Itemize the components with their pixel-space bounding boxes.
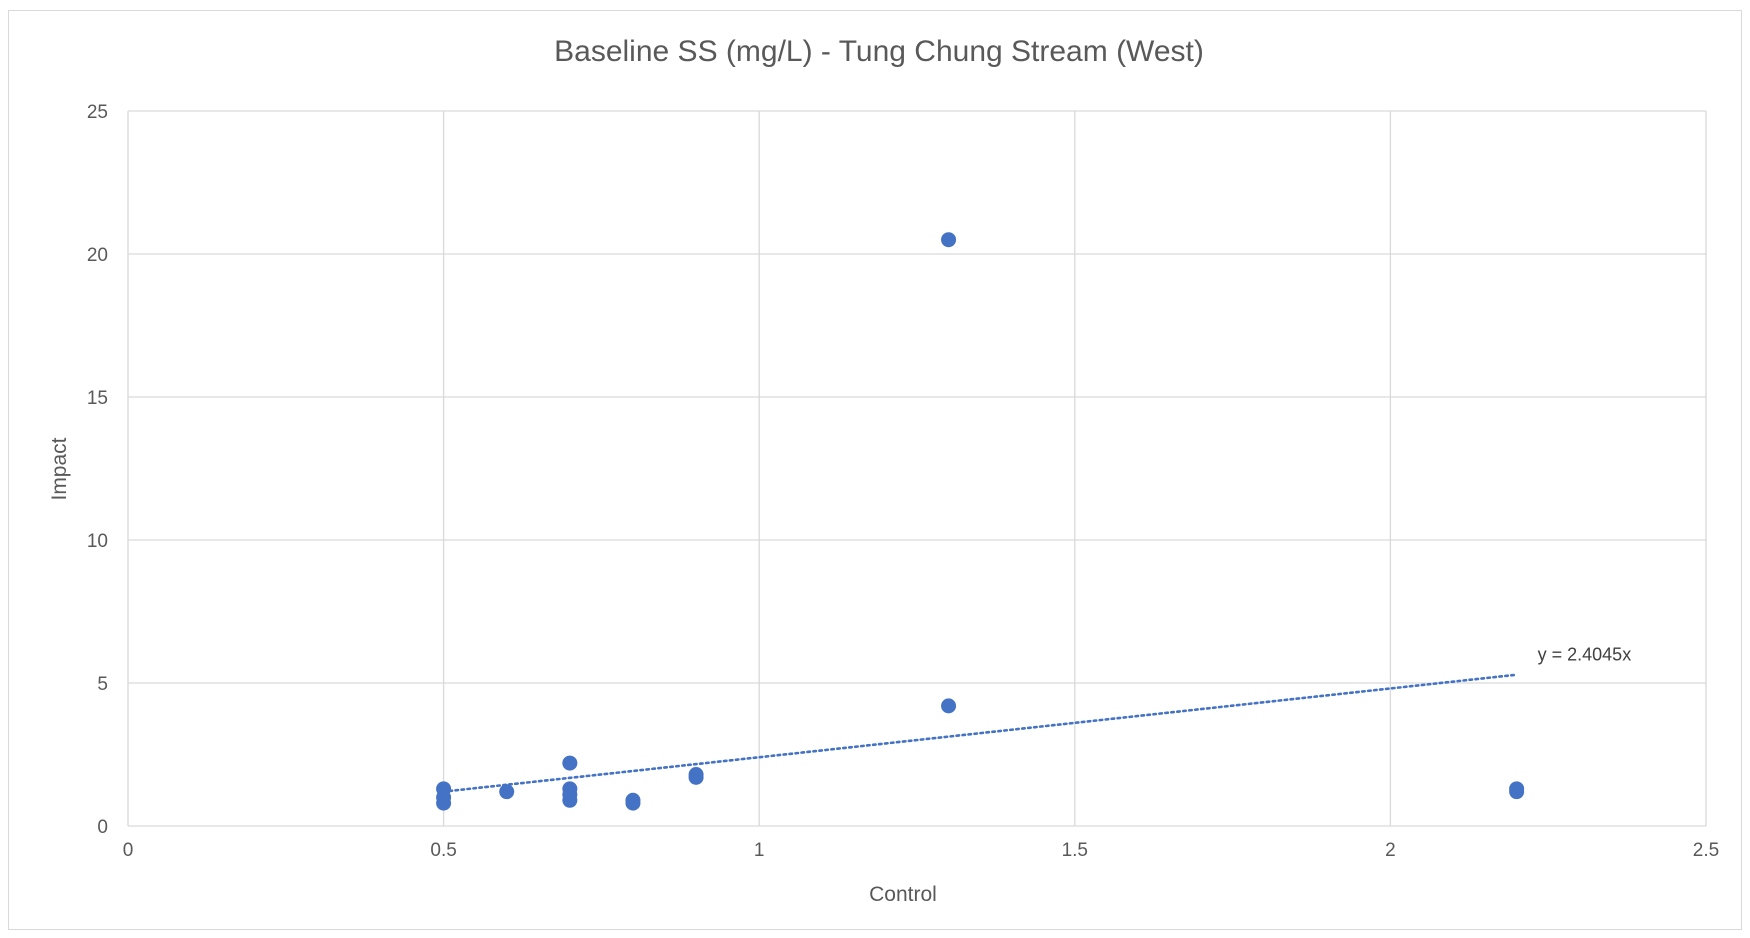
data-points [436,232,1525,811]
x-axis-label: Control [869,883,937,906]
gridlines [127,110,1707,827]
x-tick-label: 0.5 [430,840,456,861]
y-tick-label: 15 [87,388,108,409]
x-tick-label: 2 [1385,840,1396,861]
data-point [625,795,641,811]
y-tick-label: 10 [87,531,108,552]
x-tick-label: 0 [123,840,134,861]
x-tick-label: 1.5 [1062,840,1088,861]
data-point [941,232,957,248]
x-tick-label: 1 [754,840,765,861]
data-point [941,698,957,714]
data-point [562,755,578,771]
data-point [1509,784,1525,800]
data-point [436,795,452,811]
x-tick-label: 2.5 [1693,840,1719,861]
y-axis-label: Impact [48,437,71,500]
trendline-group: y = 2.4045x [442,645,1632,793]
y-tick-label: 5 [97,674,108,695]
data-point [499,784,515,800]
y-tick-label: 25 [87,102,108,123]
trendline-equation: y = 2.4045x [1538,645,1632,665]
y-tick-label: 0 [97,817,108,838]
y-axis-ticks: 0 5 10 15 20 25 [87,102,108,838]
chart-title: Baseline SS (mg/L) - Tung Chung Stream (… [554,35,1204,68]
trendline [442,673,1518,793]
y-tick-label: 20 [87,245,108,266]
chart-frame [8,10,1742,930]
data-point [688,769,704,785]
data-point [562,792,578,808]
x-axis-ticks: 0 0.5 1 1.5 2 2.5 [123,840,1720,861]
